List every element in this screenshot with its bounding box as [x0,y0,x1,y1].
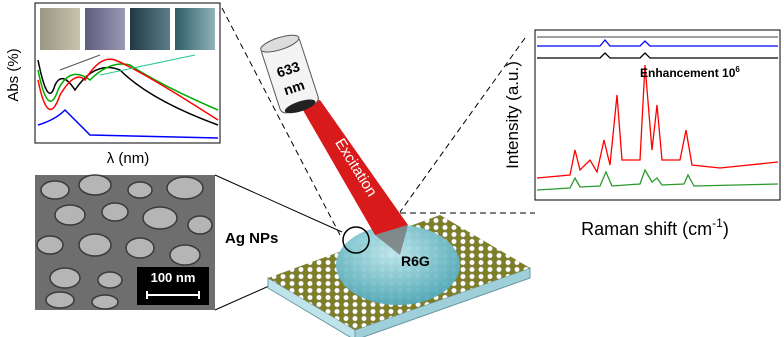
sem-image: 100 nm [35,175,215,310]
scale-bar-label: 100 nm [151,270,196,285]
swatch [40,8,80,50]
y-axis-label: Intensity (a.u.) [503,61,522,169]
x-axis-label: Raman shift (cm-1) [581,216,729,239]
y-axis-label: Abs (%) [5,48,22,101]
x-axis-label: λ (nm) [107,150,150,167]
swatch [175,8,215,50]
absorbance-panel: Abs (%) λ (nm) [5,3,220,167]
analyte-label: R6G [401,253,430,269]
figure: Abs (%) λ (nm) 100 nm Ag NPs R6G 633 nm … [0,0,784,337]
particles-label: Ag NPs [225,230,278,247]
swatch [130,8,170,50]
enhancement-annotation: Enhancement 106 [640,65,740,80]
swatch [85,8,125,50]
raman-panel: Enhancement 106 Intensity (a.u.) Raman s… [503,30,780,239]
